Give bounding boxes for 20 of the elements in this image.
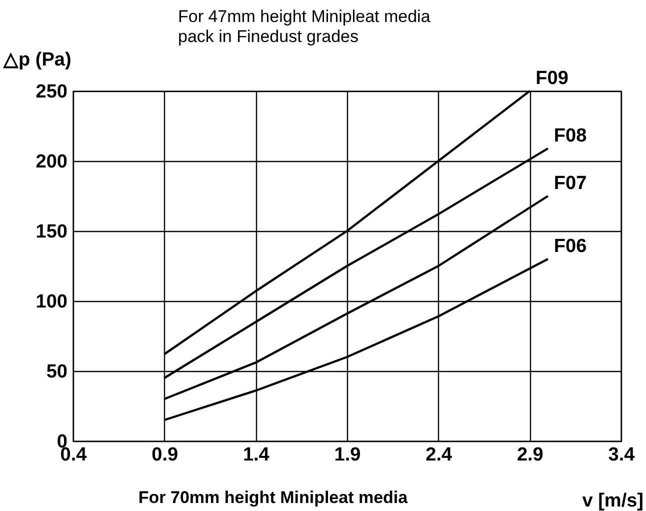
text: For 47mm height Minipleat media	[178, 7, 430, 26]
x-tick-label: 3.4	[608, 444, 636, 466]
x-axis-title: v [m/s]	[582, 490, 644, 511]
x-tick-label: 1.4	[242, 444, 270, 466]
y-tick-label: 200	[36, 152, 68, 172]
y-tick-label: 50	[46, 362, 68, 382]
x-tick-label: 2.4	[426, 444, 452, 466]
x-tick-label: 2.9	[516, 444, 544, 466]
series-label: F08	[554, 125, 587, 146]
x-tick-label: 1.9	[334, 444, 361, 466]
y-tick-label: 150	[36, 222, 68, 242]
y-tick-label: 100	[36, 292, 68, 312]
y-tick-label: 250	[36, 82, 68, 102]
y-axis-title: △p (Pa)	[2, 50, 72, 70]
series-label: F06	[554, 236, 587, 257]
series-label: F09	[536, 68, 568, 89]
text: pack in Finedust grades	[178, 27, 358, 46]
x-tick-label: 0.9	[152, 444, 178, 466]
series-label: F07	[554, 173, 587, 194]
text: For 70mm height Minipleat media	[138, 488, 408, 507]
